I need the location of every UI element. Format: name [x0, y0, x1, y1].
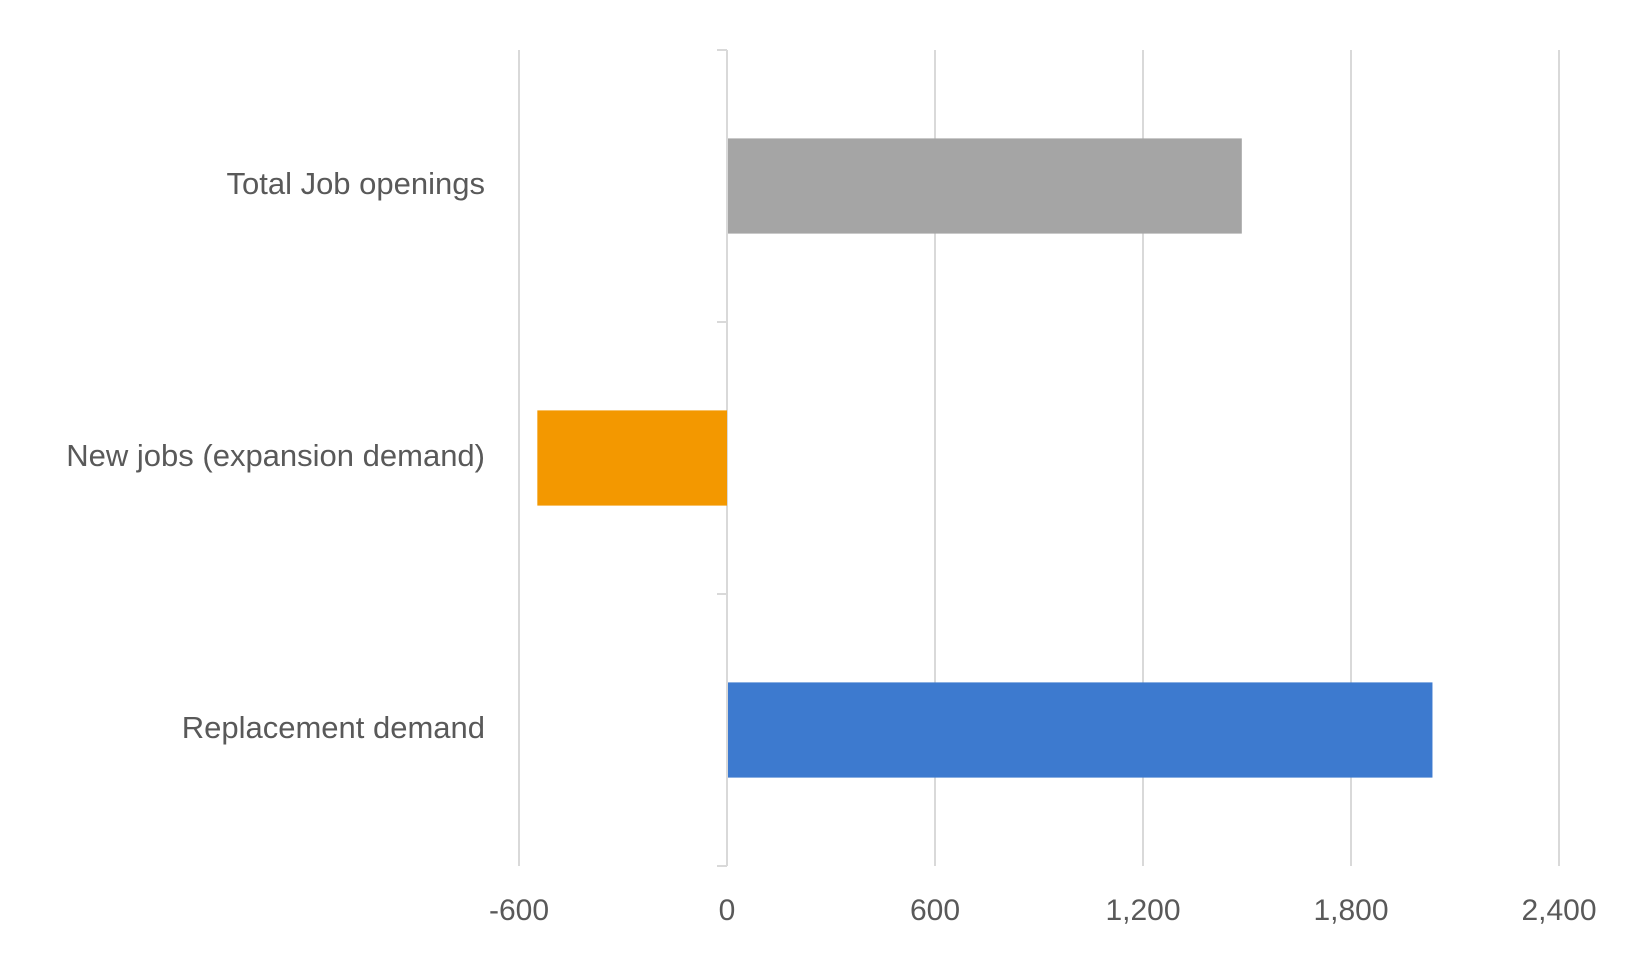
- category-label: Replacement demand: [182, 710, 485, 745]
- x-tick-label: 600: [910, 894, 960, 927]
- x-tick-label: -600: [489, 894, 549, 927]
- bar: [537, 410, 727, 506]
- category-label: New jobs (expansion demand): [66, 438, 485, 473]
- category-labels: Total Job openings New jobs (expansion de…: [66, 166, 485, 745]
- bars: [537, 138, 1433, 778]
- bar: [728, 682, 1433, 778]
- x-tick-label: 0: [719, 894, 736, 927]
- bar: [728, 138, 1242, 234]
- x-tick-label: 1,800: [1313, 894, 1388, 927]
- x-tick-label: 2,400: [1521, 894, 1596, 927]
- x-tick-label: 1,200: [1105, 894, 1180, 927]
- x-tick-labels: -600 0 600 1,200 1,800 2,400: [489, 894, 1597, 927]
- category-label: Total Job openings: [226, 166, 485, 201]
